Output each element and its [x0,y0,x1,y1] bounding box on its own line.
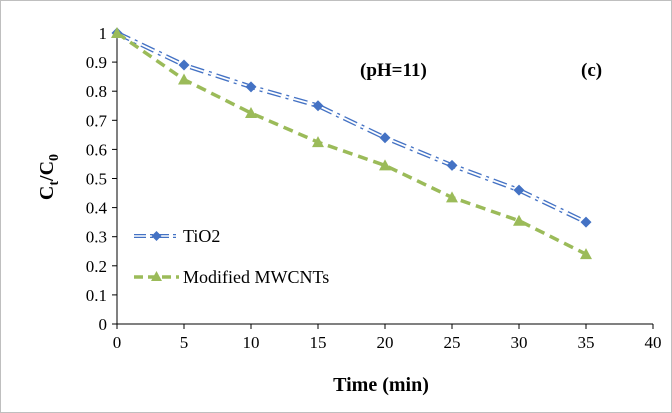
data-point-modified-mwcnts [513,214,525,226]
annotation-panel-label: (c) [581,60,602,81]
legend: TiO2 Modified MWCNTs [134,226,329,287]
x-tick-label: 20 [377,333,394,352]
y-axis-title-slash: /C [36,161,58,182]
y-axis-title-sub-0: 0 [47,154,62,161]
y-tick-label: 0 [99,315,108,334]
series-line-tio2 [116,30,587,225]
data-point-modified-mwcnts [245,107,257,119]
x-tick-label: 0 [113,333,122,352]
legend-marker-mwcnts [151,271,162,281]
x-tick-label: 40 [645,333,662,352]
legend-label-mwcnts: Modified MWCNTs [183,267,329,287]
y-tick-label: 0.2 [86,257,107,276]
data-point-modified-mwcnts [379,159,391,171]
data-point-tio2 [446,159,458,171]
y-axis-title: Ct/C0 [36,154,62,200]
x-tick-label: 35 [578,333,595,352]
y-tick-label: 0.9 [86,53,107,72]
legend-marker-tio2 [151,231,162,241]
data-point-tio2 [379,132,391,144]
y-axis-title-main: C [36,186,58,200]
x-tick-label: 15 [310,333,327,352]
series-layer [111,27,592,260]
y-tick-label: 0.3 [86,228,107,247]
x-tick-label: 5 [180,333,189,352]
annotation-ph: (pH=11) [360,60,427,81]
legend-entry-modified-mwcnts: Modified MWCNTs [134,267,329,287]
data-point-tio2 [245,81,257,93]
y-tick-label: 0.8 [86,82,107,101]
data-point-modified-mwcnts [312,136,324,148]
y-tick-label: 0.6 [86,140,107,159]
data-point-tio2 [580,216,592,228]
x-tick-label: 30 [511,333,528,352]
data-point-tio2 [513,184,525,196]
y-tick-label: 0.5 [86,170,107,189]
series-line-tio2-inner [116,32,587,223]
legend-label-tio2: TiO2 [183,226,220,246]
legend-entry-tio2: TiO2 [134,226,220,246]
y-tick-label: 0.7 [86,111,108,130]
data-point-tio2 [312,100,324,112]
series-line-modified-mwcnts [116,31,587,256]
x-axis-title: Time (min) [333,374,429,396]
y-tick-label: 1 [99,24,108,43]
svg-text:Ct/C0: Ct/C0 [36,154,62,200]
data-point-modified-mwcnts [111,27,123,38]
x-tick-label: 25 [444,333,461,352]
y-tick-label: 0.1 [86,286,107,305]
data-point-modified-mwcnts [178,73,190,85]
ticks-layer: 00.10.20.30.40.50.60.70.80.910 5 10 15 20 25 3… [86,24,662,352]
data-point-modified-mwcnts [446,191,458,203]
y-axis-title-sub-t: t [47,181,62,186]
data-point-modified-mwcnts [580,248,592,260]
y-tick-label: 0.4 [86,199,108,218]
data-point-tio2 [178,59,190,71]
x-tick-label: 10 [243,333,260,352]
